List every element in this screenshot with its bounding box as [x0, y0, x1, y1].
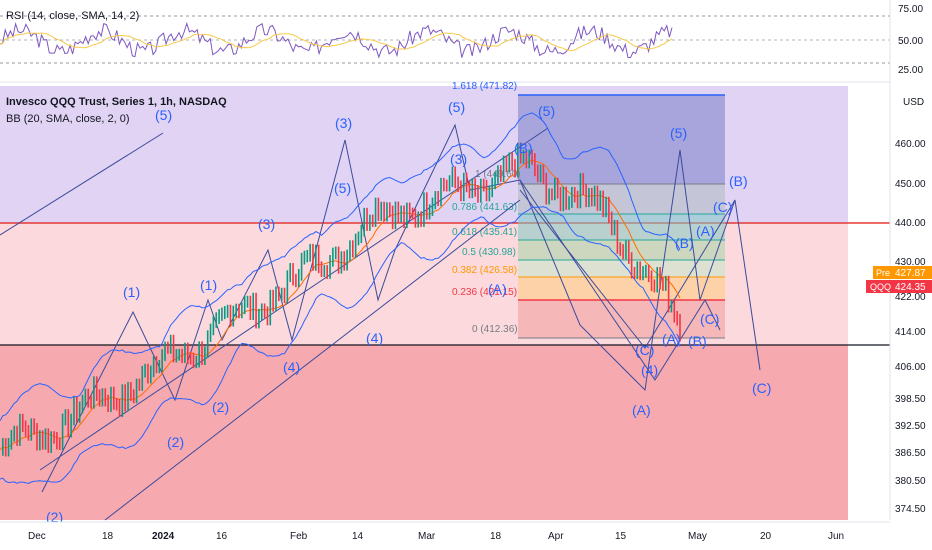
wave-label: (3) — [450, 151, 467, 167]
time-tick: Mar — [418, 531, 436, 542]
price-tick: 422.00 — [895, 292, 926, 303]
elliott-wave-labels: (5) (3) (5) (5) (B) (3) (5) (3) (1) (1) … — [46, 99, 771, 525]
fib-label-0236: 0.236 (421.15) — [452, 287, 517, 298]
price-tick: 414.00 — [895, 327, 926, 338]
wave-label: (C) — [700, 311, 719, 327]
wave-label: (1) — [200, 277, 217, 293]
rsi-tick: 75.00 — [898, 4, 923, 15]
rsi-tick: 25.00 — [898, 65, 923, 76]
time-tick: 20 — [760, 531, 772, 542]
rsi-label: RSI (14, close, SMA, 14, 2) — [6, 10, 139, 22]
wave-label: (C) — [635, 342, 654, 358]
time-tick: Apr — [548, 531, 564, 542]
price-tick: 406.00 — [895, 362, 926, 373]
time-tick: Feb — [290, 531, 308, 542]
time-tick: 15 — [615, 531, 627, 542]
price-tick: 398.50 — [895, 394, 926, 405]
rsi-line — [0, 21, 673, 59]
wave-label: (A) — [662, 331, 681, 347]
wave-label: (B) — [729, 173, 748, 189]
wave-label: (5) — [448, 99, 465, 115]
bb-label: BB (20, SMA, close, 2, 0) — [6, 113, 130, 125]
fib-label-05: 0.5 (430.98) — [462, 247, 516, 258]
price-tick: 386.50 — [895, 448, 926, 459]
price-candles — [2, 142, 681, 457]
last-price-value: 424.35 — [895, 282, 926, 293]
price-tick: 460.00 — [895, 139, 926, 150]
wave-label: (A) — [632, 402, 651, 418]
wave-label: (1) — [123, 284, 140, 300]
ticker-badge-label: QQQ — [870, 282, 891, 292]
time-tick: May — [688, 531, 707, 542]
wave-label: (2) — [46, 509, 63, 525]
time-tick: 14 — [352, 531, 364, 542]
wave-label: (5) — [334, 180, 351, 196]
wave-label: (C) — [752, 380, 771, 396]
wave-label: (3) — [258, 216, 275, 232]
price-axis[interactable]: 75.00 50.00 25.00 USD 460.00 450.00 440.… — [866, 0, 932, 550]
wave-label: (5) — [538, 103, 555, 119]
last-price-badge — [891, 280, 932, 293]
time-tick: 18 — [490, 531, 502, 542]
wave-label: (5) — [155, 107, 172, 123]
red-zone — [0, 345, 848, 520]
bb-upper-line — [0, 112, 681, 422]
wave-label: (4) — [366, 330, 383, 346]
wave-label: (A) — [696, 223, 715, 239]
rsi-tick: 50.00 — [898, 36, 923, 47]
price-tick: 450.00 — [895, 179, 926, 190]
wave-label: (4) — [641, 362, 658, 378]
bb-lower-line — [0, 206, 681, 485]
price-tick: 430.00 — [895, 257, 926, 268]
wave-label: (2) — [167, 434, 184, 450]
rsi-pane: RSI (14, close, SMA, 14, 2) — [0, 0, 890, 80]
pre-badge-label: Pre — [876, 268, 890, 278]
wave-label: (B) — [688, 333, 707, 349]
time-tick: 18 — [102, 531, 114, 542]
time-tick: 2024 — [152, 531, 175, 542]
fib-label-1618: 1.618 (471.82) — [452, 81, 517, 92]
chart-title: Invesco QQQ Trust, Series 1, 1h, NASDAQ — [6, 96, 227, 108]
time-tick: Jun — [828, 531, 844, 542]
price-tick: 392.50 — [895, 421, 926, 432]
wave-label: (C) — [713, 199, 732, 215]
price-tick: 380.50 — [895, 476, 926, 487]
price-tick: 440.00 — [895, 218, 926, 229]
currency-label: USD — [903, 97, 924, 108]
wave-label: (B) — [675, 235, 694, 251]
fib-label-0382: 0.382 (426.58) — [452, 265, 517, 276]
wave-label: (B) — [514, 140, 533, 156]
wave-label: (2) — [212, 399, 229, 415]
time-axis[interactable]: Dec 18 2024 16 Feb 14 Mar 18 Apr 15 May … — [0, 521, 932, 550]
wave-label: (3) — [335, 115, 352, 131]
wave-label: (A) — [488, 281, 507, 297]
pre-price-value: 427.87 — [895, 268, 926, 279]
wave-label: (4) — [283, 359, 300, 375]
fib-label-0786: 0.786 (441.63) — [452, 202, 517, 213]
rsi-ma-line — [0, 32, 673, 52]
price-tick: 374.50 — [895, 504, 926, 515]
fibonacci-retracement[interactable]: 1.618 (471.82) 1 (449.60) 0.786 (441.63)… — [452, 81, 725, 339]
ticker-badge — [866, 280, 891, 293]
wave-label: (5) — [670, 125, 687, 141]
pre-badge — [873, 266, 891, 279]
pre-price-badge — [891, 266, 932, 279]
time-tick: 16 — [216, 531, 228, 542]
fib-label-0618: 0.618 (435.41) — [452, 227, 517, 238]
time-tick: Dec — [28, 531, 46, 542]
fib-label-0: 0 (412.36) — [472, 324, 518, 335]
